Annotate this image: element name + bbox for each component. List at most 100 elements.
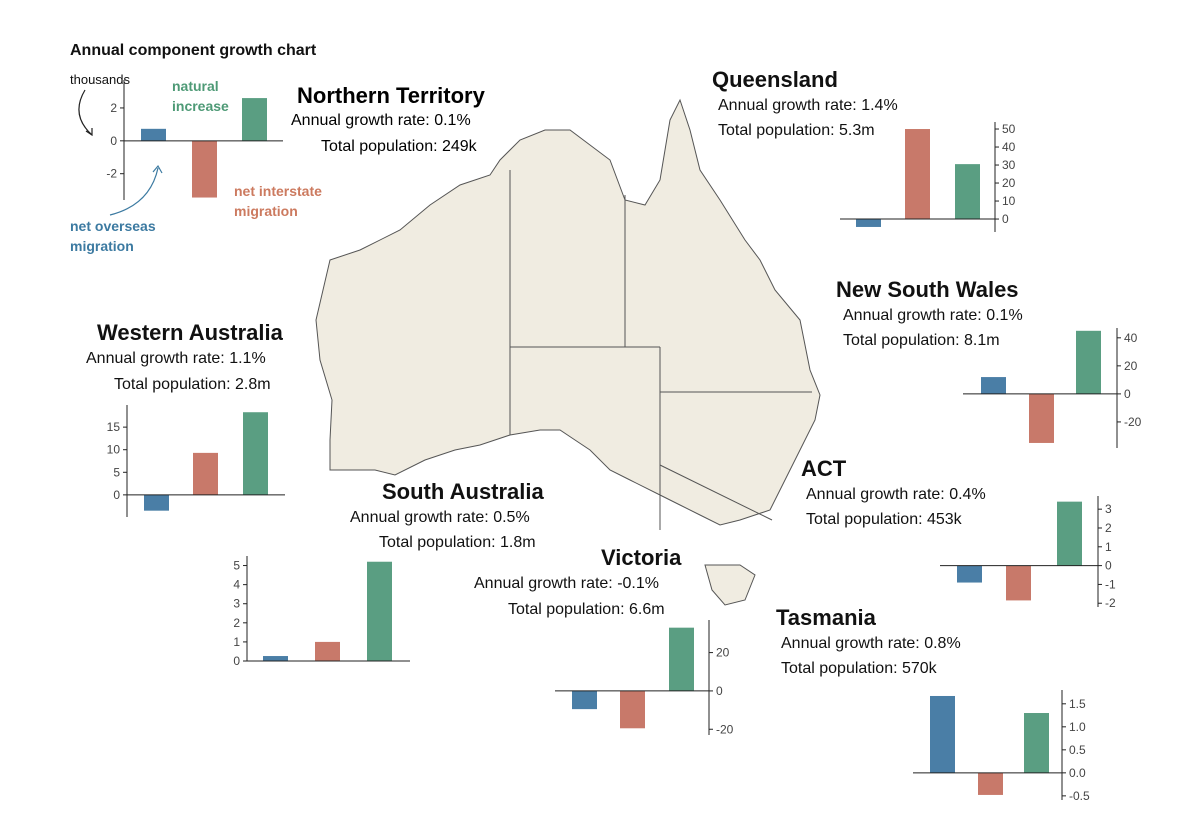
y-tick-label: -2 xyxy=(1105,596,1116,610)
annotation: Annual growth rate: 1.1% xyxy=(86,350,266,367)
y-tick-label: 0 xyxy=(1124,387,1131,401)
bar xyxy=(367,561,392,661)
annotation: Annual growth rate: 0.1% xyxy=(843,307,1023,324)
y-axis-label: thousands xyxy=(70,72,130,87)
region-title: ACT xyxy=(801,456,847,481)
y-tick-label: 5 xyxy=(233,559,240,573)
y-tick-label: 0 xyxy=(233,654,240,668)
bar xyxy=(957,565,982,583)
population: Total population: 249k xyxy=(321,138,478,155)
y-tick-label: 40 xyxy=(1002,140,1016,154)
bar xyxy=(669,627,694,691)
y-tick-label: 0.0 xyxy=(1069,766,1086,780)
y-tick-label: 1 xyxy=(1105,540,1112,554)
annotation: Annual growth rate: 0.5% xyxy=(350,509,530,526)
y-tick-label: 5 xyxy=(113,465,120,479)
region-title: New South Wales xyxy=(836,277,1019,302)
y-tick-label: 0 xyxy=(1002,212,1009,226)
bar xyxy=(144,494,169,511)
arrow xyxy=(78,89,93,136)
annotation: Total population: 1.8m xyxy=(379,534,536,551)
y-tick-label: 10 xyxy=(107,443,121,457)
bar xyxy=(1057,501,1082,566)
y-tick-label: 20 xyxy=(1124,359,1138,373)
bar xyxy=(1024,713,1049,773)
y-tick-label: 4 xyxy=(233,578,240,592)
annotation: Total population: 570k xyxy=(781,660,938,677)
category-label: net interstate migration xyxy=(234,183,322,219)
y-tick-label: 3 xyxy=(233,597,240,611)
region-title: South Australia xyxy=(382,479,545,504)
y-tick-label: 2 xyxy=(233,616,240,630)
region-title: Northern Territory xyxy=(297,83,486,108)
key-arrows xyxy=(78,89,163,216)
y-tick-label: 0 xyxy=(113,488,120,502)
y-tick-label: 0.5 xyxy=(1069,743,1086,757)
map xyxy=(315,98,821,606)
annotation: Annual growth rate: 0.4% xyxy=(806,486,986,503)
annotation: Total population: 2.8m xyxy=(114,376,271,393)
bar xyxy=(243,412,268,495)
bar xyxy=(315,641,340,661)
bar xyxy=(141,128,166,141)
bar xyxy=(1029,393,1054,443)
australia-outline xyxy=(315,98,821,526)
annotation: Annual growth rate: -0.1% xyxy=(474,575,659,592)
bar xyxy=(572,690,597,710)
y-tick-label: -20 xyxy=(1124,415,1142,429)
annotation: Annual growth rate: 1.4% xyxy=(718,97,898,114)
bar xyxy=(192,140,217,198)
region-title: Victoria xyxy=(601,545,682,570)
bar xyxy=(620,690,645,729)
tasmania-outline xyxy=(704,564,756,606)
bar xyxy=(930,695,955,773)
chart-title: Annual component growth chart xyxy=(70,42,317,59)
y-tick-label: 0 xyxy=(716,684,723,698)
y-tick-label: -0.5 xyxy=(1069,789,1090,803)
arrow xyxy=(109,167,159,216)
growth-rate: Annual growth rate: 0.1% xyxy=(291,112,471,129)
bar xyxy=(905,129,930,220)
y-tick-label: 20 xyxy=(716,646,730,660)
bar xyxy=(1006,565,1031,601)
bar xyxy=(263,656,288,661)
state-borders xyxy=(509,170,812,530)
annotation: Total population: 8.1m xyxy=(843,332,1000,349)
y-tick-label: 2 xyxy=(110,101,117,115)
y-tick-label: 1.0 xyxy=(1069,720,1086,734)
bar xyxy=(955,164,980,220)
arrow-head xyxy=(152,164,163,174)
y-tick-label: -1 xyxy=(1105,577,1116,591)
region-title: Tasmania xyxy=(776,605,877,630)
arrow-head xyxy=(85,128,93,137)
bar xyxy=(193,452,218,495)
y-tick-label: 1 xyxy=(233,635,240,649)
category-label: net overseas migration xyxy=(70,218,156,254)
bar xyxy=(1076,330,1101,394)
y-tick-label: -20 xyxy=(716,722,734,736)
y-tick-label: 20 xyxy=(1002,176,1016,190)
y-tick-label: 2 xyxy=(1105,521,1112,535)
y-tick-label: 40 xyxy=(1124,331,1138,345)
y-tick-label: 50 xyxy=(1002,122,1016,136)
y-tick-label: 15 xyxy=(107,420,121,434)
bar xyxy=(978,772,1003,795)
annotation: Total population: 5.3m xyxy=(718,122,875,139)
category-label: natural increase xyxy=(172,78,229,114)
y-tick-label: 30 xyxy=(1002,158,1016,172)
y-tick-label: 3 xyxy=(1105,502,1112,516)
y-tick-label: 10 xyxy=(1002,194,1016,208)
bar xyxy=(242,98,267,141)
annotation: Total population: 6.6m xyxy=(508,601,665,618)
bar xyxy=(981,377,1006,394)
bar xyxy=(856,219,881,227)
y-tick-label: 0 xyxy=(110,134,117,148)
y-tick-label: 1.5 xyxy=(1069,697,1086,711)
region-title: Queensland xyxy=(712,67,838,92)
y-tick-label: 0 xyxy=(1105,559,1112,573)
annotation: Total population: 453k xyxy=(806,511,963,528)
region-title: Western Australia xyxy=(97,320,284,345)
annotation: Annual growth rate: 0.8% xyxy=(781,635,961,652)
